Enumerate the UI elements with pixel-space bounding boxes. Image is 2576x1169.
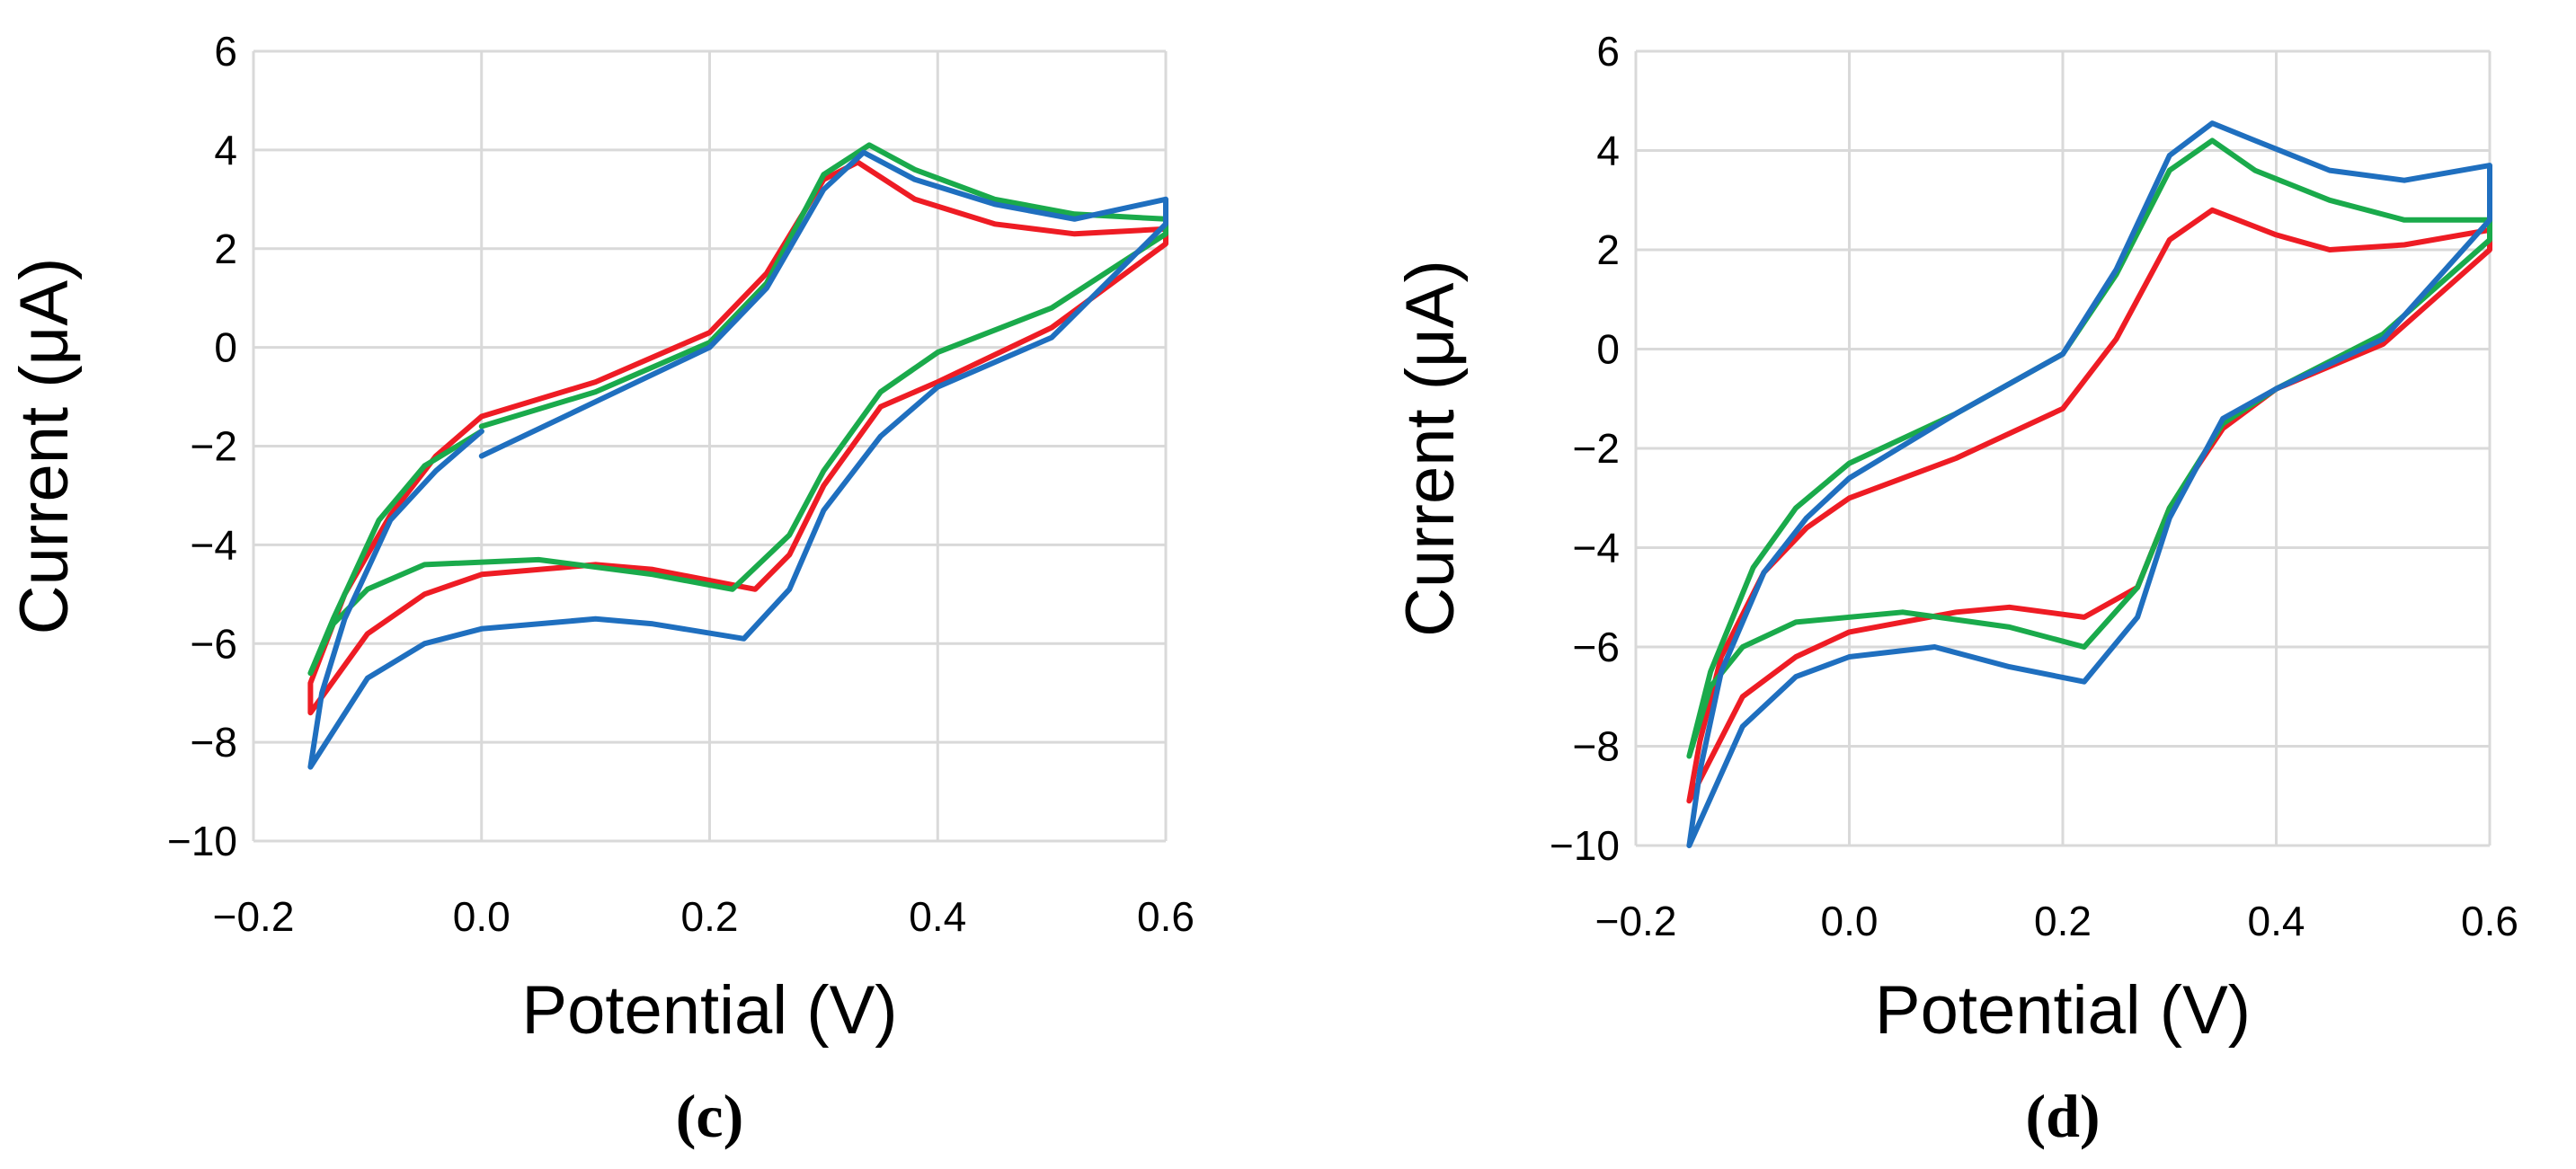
- y-axis-label: Current (μA): [6, 258, 83, 635]
- x-tick-label: −0.2: [1595, 898, 1677, 944]
- y-tick-label: 2: [1596, 226, 1620, 273]
- y-tick-label: −10: [167, 818, 237, 864]
- y-tick-label: 6: [214, 28, 237, 75]
- x-tick-label: −0.2: [213, 893, 295, 940]
- y-tick-label: 0: [1596, 326, 1620, 373]
- y-tick-label: −4: [191, 521, 237, 568]
- x-tick-label: 0.0: [1821, 898, 1879, 944]
- y-tick-label: 4: [1596, 128, 1620, 174]
- y-tick-label: −10: [1550, 822, 1620, 869]
- x-axis-label: Potential (V): [521, 972, 897, 1049]
- y-tick-label: −2: [191, 423, 237, 470]
- y-tick-label: −6: [1573, 624, 1620, 670]
- y-tick-label: −4: [1573, 525, 1620, 571]
- series-line-green: [307, 142, 1168, 677]
- x-tick-label: 0.2: [2034, 898, 2092, 944]
- x-tick-label: 0.2: [681, 893, 739, 940]
- y-tick-label: −2: [1573, 425, 1620, 472]
- y-tick-label: −8: [1573, 723, 1620, 770]
- y-tick-label: 2: [214, 226, 237, 272]
- x-axis-label: Potential (V): [1875, 972, 2251, 1049]
- series-line-blue: [307, 149, 1168, 770]
- chart-panel-c: 6 4 2 0 −2 −4 −6 −8 −10 −0.2 0.0 0.2 0.4 0.6 Potential…: [6, 28, 1195, 1150]
- panel-label: (d): [2025, 1082, 2100, 1150]
- y-tick-label: −8: [191, 719, 237, 766]
- x-tick-label: 0.4: [909, 893, 966, 940]
- y-axis-label: Current (μA): [1392, 260, 1469, 637]
- x-tick-label: 0.0: [453, 893, 511, 940]
- series-line-red: [1686, 207, 2492, 804]
- x-tick-label: 0.6: [2461, 898, 2518, 944]
- chart-panel-d: 6 4 2 0 −2 −4 −6 −8 −10 −0.2 0.0 0.2 0.4 0.6 Potential…: [1392, 28, 2518, 1150]
- series-line-blue: [1686, 120, 2492, 848]
- x-tick-label: 0.4: [2248, 898, 2305, 944]
- panel-label: (c): [676, 1082, 743, 1150]
- y-tick-label: 4: [214, 127, 237, 173]
- x-tick-label: 0.6: [1137, 893, 1195, 940]
- series-line-red: [307, 159, 1168, 716]
- y-tick-label: 0: [214, 324, 237, 371]
- y-tick-label: −6: [191, 620, 237, 667]
- y-tick-label: 6: [1596, 28, 1620, 75]
